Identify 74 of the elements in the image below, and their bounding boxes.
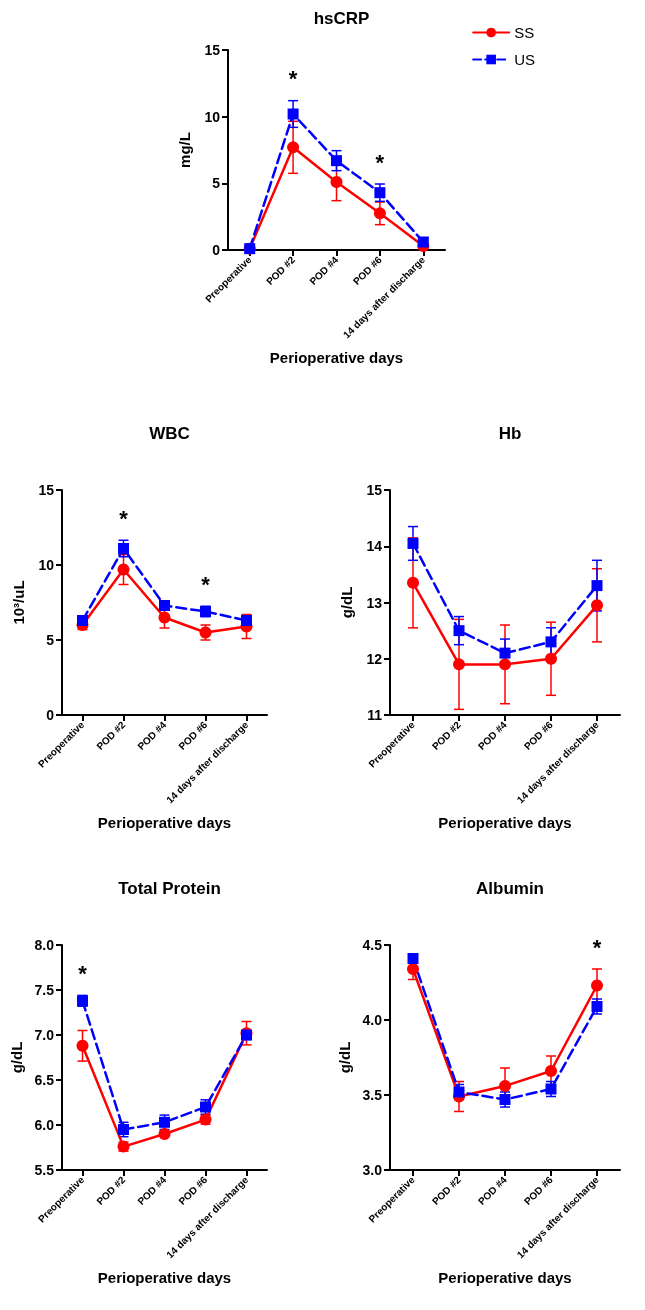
y-tick-label: 3.5 <box>362 1087 383 1103</box>
y-axis-title: g/dL <box>7 1041 25 1074</box>
y-tick-label: 11 <box>367 707 383 723</box>
point <box>545 652 557 665</box>
y-tick-label: 15 <box>204 42 221 58</box>
point <box>591 979 603 992</box>
point <box>331 155 342 167</box>
y-tick-label: 5 <box>212 175 221 192</box>
point <box>118 543 129 554</box>
point <box>591 599 603 612</box>
y-tick-label: 6.5 <box>34 1072 55 1088</box>
legend-label: US <box>514 51 536 68</box>
y-tick-label: 0 <box>46 707 55 723</box>
chart-title: hsCRP <box>313 9 370 28</box>
x-axis-title: Perioperative days <box>269 349 404 366</box>
point <box>374 187 386 199</box>
point <box>407 576 419 589</box>
y-tick-label: 12 <box>366 650 383 667</box>
point <box>287 141 300 154</box>
point <box>499 1080 511 1092</box>
chart-title: WBC <box>149 424 190 443</box>
point <box>545 1065 557 1077</box>
annotation: * <box>288 66 298 92</box>
point <box>117 563 130 576</box>
y-tick-label: 10 <box>204 108 221 125</box>
y-tick-label: 14 <box>366 538 383 555</box>
point <box>499 647 511 659</box>
chart-title: Hb <box>498 424 522 443</box>
annotation: * <box>375 149 385 175</box>
annotation: * <box>78 960 88 986</box>
y-tick-label: 13 <box>366 594 383 611</box>
y-axis-title: g/dL <box>335 1041 353 1074</box>
chart-title: Albumin <box>476 879 544 898</box>
y-axis-title: mg/L <box>176 132 193 168</box>
legend-label: SS <box>514 24 535 41</box>
point <box>159 600 170 611</box>
point <box>77 615 88 626</box>
point <box>330 176 343 188</box>
point <box>407 953 419 964</box>
x-axis-title: Perioperative days <box>97 814 232 831</box>
y-tick-label: 8.0 <box>34 937 55 953</box>
y-tick-label: 3.0 <box>362 1162 383 1178</box>
y-tick-label: 6.0 <box>34 1117 55 1133</box>
chart-title: Total Protein <box>118 879 221 898</box>
point <box>545 636 557 648</box>
y-tick-label: 5.5 <box>34 1162 55 1178</box>
point <box>407 537 419 549</box>
point <box>158 611 171 624</box>
y-tick-label: 5 <box>46 632 55 648</box>
y-tick-label: 7.5 <box>34 982 55 998</box>
point <box>453 658 465 671</box>
y-tick-label: 10 <box>38 557 55 573</box>
point <box>499 658 511 671</box>
annotation: * <box>592 934 602 960</box>
point <box>287 108 299 120</box>
x-axis-title: Perioperative days <box>438 814 572 831</box>
y-tick-label: 0 <box>212 242 221 258</box>
point <box>591 580 603 592</box>
point <box>373 207 386 220</box>
x-axis-title: Perioperative days <box>438 1269 572 1286</box>
annotation: * <box>119 505 129 531</box>
y-tick-label: 15 <box>38 482 55 498</box>
point <box>453 625 465 637</box>
y-tick-label: 7.0 <box>34 1027 55 1043</box>
x-axis-title: Perioperative days <box>97 1269 232 1286</box>
y-axis-title: 10³/uL <box>10 580 27 625</box>
point <box>407 963 419 975</box>
annotation: * <box>201 571 211 597</box>
y-axis-title: g/dL <box>338 586 355 619</box>
y-tick-label: 4.0 <box>362 1012 383 1028</box>
y-tick-label: 4.5 <box>362 937 383 953</box>
point <box>241 615 252 626</box>
point <box>76 1039 89 1052</box>
y-tick-label: 15 <box>366 482 383 498</box>
